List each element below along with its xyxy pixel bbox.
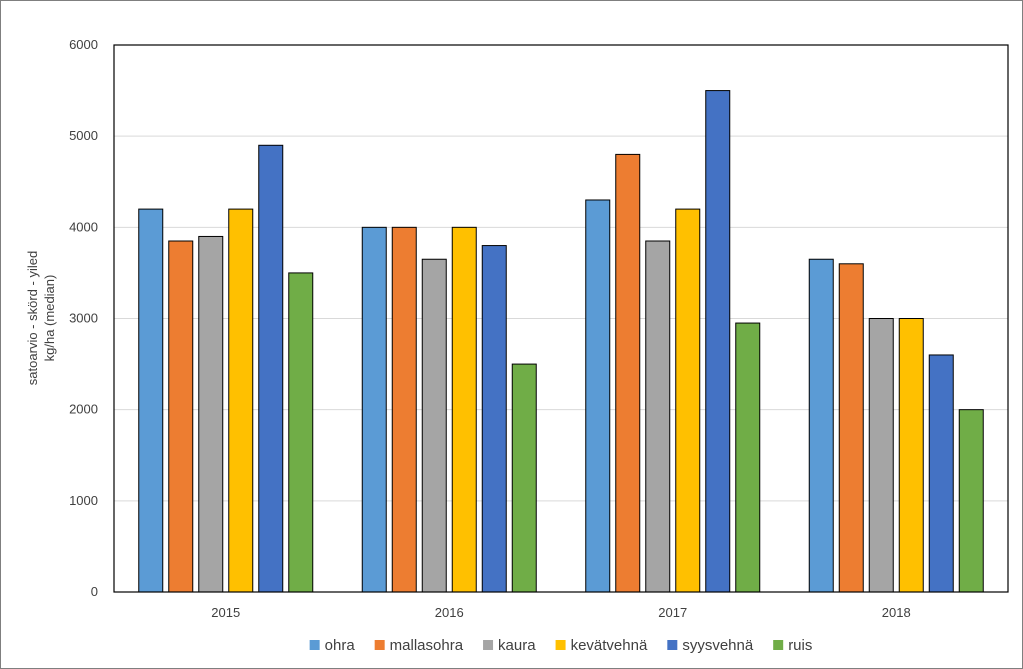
legend-label: ruis	[788, 637, 812, 654]
legend-label: kaura	[498, 637, 536, 654]
bar-ruis-2017	[735, 322, 761, 593]
bar-kevätvehnä-2017	[675, 208, 701, 593]
y-axis-ticks: 0 1000 2000 3000 4000 5000 6000	[69, 37, 98, 599]
legend-item-kevätvehnä: kevätvehnä	[555, 637, 648, 654]
bar-kaura-2017	[645, 240, 671, 593]
plot-area-border	[113, 44, 1009, 593]
bar-syysvehnä-2018	[928, 354, 954, 593]
bar-ohra-2017	[585, 199, 611, 593]
legend-item-mallasohra: mallasohra	[374, 637, 464, 654]
bar-ohra-2018	[808, 258, 834, 593]
bar-ohra-2016	[361, 226, 387, 593]
bar-kevätvehnä-2016	[451, 226, 477, 593]
y-tick-label: 0	[91, 584, 98, 599]
y-tick-label: 2000	[69, 402, 98, 417]
y-axis-label: satoarvio - skörd - yiled kg/ha (median)	[25, 251, 57, 385]
bar-kaura-2018	[868, 318, 894, 593]
bar-syysvehnä-2016	[481, 245, 507, 593]
bar-ruis-2015	[288, 272, 314, 593]
bar-ohra-2015	[138, 208, 164, 593]
legend-swatch	[555, 640, 566, 650]
legend-swatch	[483, 640, 494, 650]
y-tick-label: 4000	[69, 219, 98, 234]
bar-ruis-2016	[511, 363, 537, 593]
legend-item-kaura: kaura	[483, 637, 536, 654]
legend-label: ohra	[325, 637, 356, 654]
bar-mallasohra-2016	[391, 226, 417, 593]
y-tick-label: 1000	[69, 493, 98, 508]
y-axis-label-line1: satoarvio - skörd - yiled	[25, 251, 40, 385]
bar-kevätvehnä-2018	[898, 318, 924, 593]
y-tick-label: 5000	[69, 128, 98, 143]
legend-label: syysvehnä	[682, 637, 754, 654]
x-tick-label: 2016	[435, 605, 464, 620]
bar-syysvehnä-2015	[258, 144, 284, 593]
legend-item-ohra: ohra	[309, 637, 356, 654]
legend-swatch	[667, 640, 678, 650]
legend: ohra mallasohra kaura kevätvehnä syysvehnä ru…	[309, 637, 812, 654]
legend-label: mallasohra	[390, 637, 464, 654]
bar-mallasohra-2015	[168, 240, 194, 593]
x-axis-ticks: 2015 2016 2017 2018	[211, 605, 910, 620]
bars	[138, 90, 984, 593]
bar-kaura-2015	[198, 235, 224, 593]
legend-item-ruis: ruis	[773, 637, 812, 654]
bar-syysvehnä-2017	[705, 90, 731, 593]
y-tick-label: 3000	[69, 311, 98, 326]
y-tick-label: 6000	[69, 37, 98, 52]
bar-kevätvehnä-2015	[228, 208, 254, 593]
legend-item-syysvehnä: syysvehnä	[667, 637, 754, 654]
legend-swatch	[773, 640, 784, 650]
legend-swatch	[374, 640, 385, 650]
x-tick-label: 2017	[658, 605, 687, 620]
legend-label: kevätvehnä	[571, 637, 648, 654]
bar-mallasohra-2018	[838, 263, 864, 593]
legend-swatch	[309, 640, 320, 650]
bar-ruis-2018	[958, 409, 984, 593]
y-axis-label-line2: kg/ha (median)	[42, 275, 57, 362]
bar-kaura-2016	[421, 258, 447, 593]
x-tick-label: 2015	[211, 605, 240, 620]
bar-mallasohra-2017	[615, 153, 641, 593]
x-tick-label: 2018	[882, 605, 911, 620]
